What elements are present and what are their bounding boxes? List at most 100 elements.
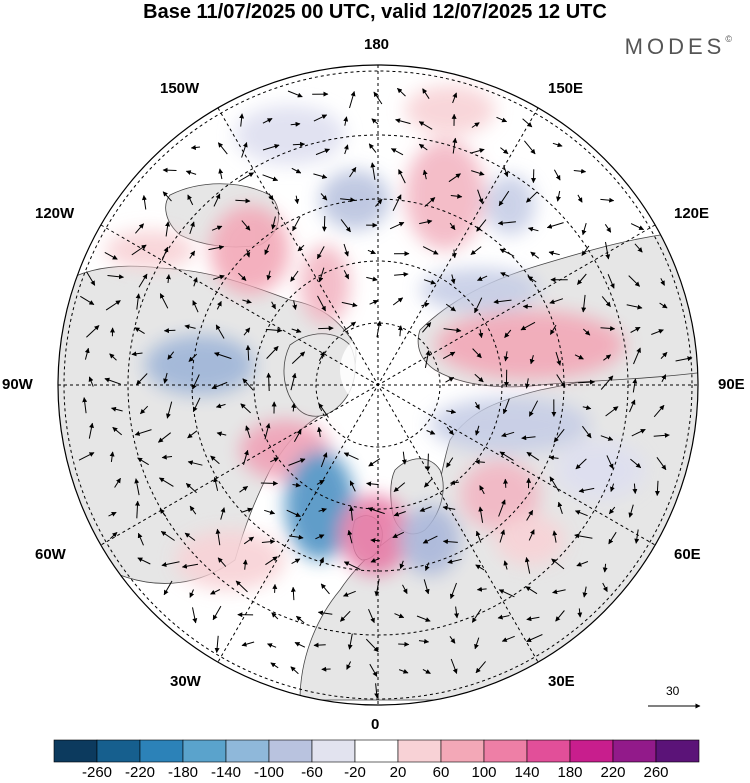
wind-vector <box>241 507 253 513</box>
wind-vector <box>292 216 301 232</box>
wind-vector <box>343 144 349 155</box>
wind-vector <box>159 508 167 517</box>
wind-vector <box>521 435 536 441</box>
wind-vector <box>315 148 330 156</box>
wind-vector <box>398 668 409 674</box>
wind-vector <box>474 459 485 465</box>
wind-vector <box>137 532 144 546</box>
colorbar-swatch <box>182 739 227 763</box>
wind-vector <box>498 589 515 598</box>
wind-vector <box>423 279 436 285</box>
wind-vector <box>367 507 385 515</box>
wind-vector <box>630 326 641 333</box>
wind-vector <box>450 193 463 199</box>
wind-vector <box>181 563 199 569</box>
wind-vector <box>576 561 589 567</box>
brand-text: MODES <box>624 34 726 59</box>
wind-vector <box>318 507 327 513</box>
wind-vector <box>192 374 200 390</box>
wind-vector <box>267 643 277 648</box>
anomaly-atlantic-neg <box>285 450 355 560</box>
longitude-label-150w: 150W <box>160 80 200 97</box>
wind-vector <box>392 194 402 212</box>
wind-vector <box>212 605 222 621</box>
wind-vector <box>188 353 198 362</box>
wind-vector <box>450 658 458 674</box>
colorbar-swatch <box>612 739 657 763</box>
wind-vector <box>418 121 433 130</box>
wind-vector <box>526 616 540 622</box>
wind-vector <box>235 198 251 204</box>
wind-vector <box>366 276 378 282</box>
wind-vector <box>370 557 380 563</box>
wind-vector <box>165 274 171 284</box>
wind-vector <box>422 88 430 99</box>
wind-vector <box>475 530 482 543</box>
longitude-label-90e: 90E <box>718 376 745 393</box>
wind-vector <box>450 480 460 486</box>
wind-vector <box>242 378 254 391</box>
wind-vector <box>442 539 458 545</box>
wind-vector <box>242 559 248 570</box>
wind-vector <box>84 347 90 360</box>
wind-vector <box>603 354 612 361</box>
wind-vector <box>291 167 302 174</box>
wind-vector <box>292 300 298 310</box>
wind-vector <box>500 147 509 155</box>
wind-vector <box>553 169 561 181</box>
wind-vector <box>395 118 411 125</box>
wind-vector <box>134 478 140 496</box>
arctic-core <box>340 330 420 410</box>
anomaly-yukon-pos <box>105 230 195 270</box>
wind-vector <box>527 276 537 283</box>
anomaly-east-asia-neg <box>555 440 645 500</box>
wind-vector <box>374 683 380 699</box>
anomaly-europe-pos <box>340 495 410 575</box>
wind-vector <box>340 610 351 622</box>
anomaly-ural-pos <box>460 460 540 530</box>
wind-vector <box>192 277 198 287</box>
wind-vector <box>548 455 559 461</box>
wind-vector <box>368 458 381 467</box>
wind-vector <box>296 615 305 624</box>
wind-vector <box>526 191 538 203</box>
wind-vector <box>243 536 255 545</box>
wind-vector <box>661 374 667 383</box>
wind-vector <box>504 329 512 338</box>
longitude-label-60e: 60E <box>674 546 701 563</box>
wind-vector <box>471 122 480 128</box>
wind-vector <box>343 561 361 571</box>
longitude-label-60w: 60W <box>35 546 66 563</box>
wind-vector <box>288 458 306 466</box>
wind-vector <box>445 303 456 312</box>
wind-vector <box>628 504 634 518</box>
wind-vector <box>629 399 636 413</box>
wind-vector <box>501 431 515 438</box>
wind-vector <box>349 166 357 178</box>
colorbar-tick-label: 100 <box>471 764 497 781</box>
wind-vector <box>474 401 480 410</box>
wind-vector <box>582 328 591 336</box>
anomaly-usa-pos <box>175 530 285 590</box>
wind-vector <box>287 90 303 98</box>
wind-vector <box>320 452 328 468</box>
wind-vector <box>367 249 376 255</box>
colorbar-tick-label: -180 <box>167 764 199 781</box>
wind-vector <box>347 633 353 650</box>
wind-vector <box>270 662 279 669</box>
wind-vector <box>602 582 608 593</box>
wind-vector <box>419 219 433 225</box>
wind-vector <box>600 197 615 203</box>
wind-vector <box>524 557 531 574</box>
wind-vector <box>165 221 171 237</box>
wind-vector <box>318 325 334 331</box>
wind-vector <box>555 610 565 622</box>
wind-vector <box>343 590 356 597</box>
wind-vector <box>578 487 595 493</box>
anomaly-alaska-pos <box>210 205 290 295</box>
wind-vector <box>293 429 302 443</box>
wind-vector <box>577 194 583 203</box>
wind-vector <box>449 636 456 644</box>
wind-vector <box>581 245 590 256</box>
colorbar-tick-label: -260 <box>81 764 113 781</box>
